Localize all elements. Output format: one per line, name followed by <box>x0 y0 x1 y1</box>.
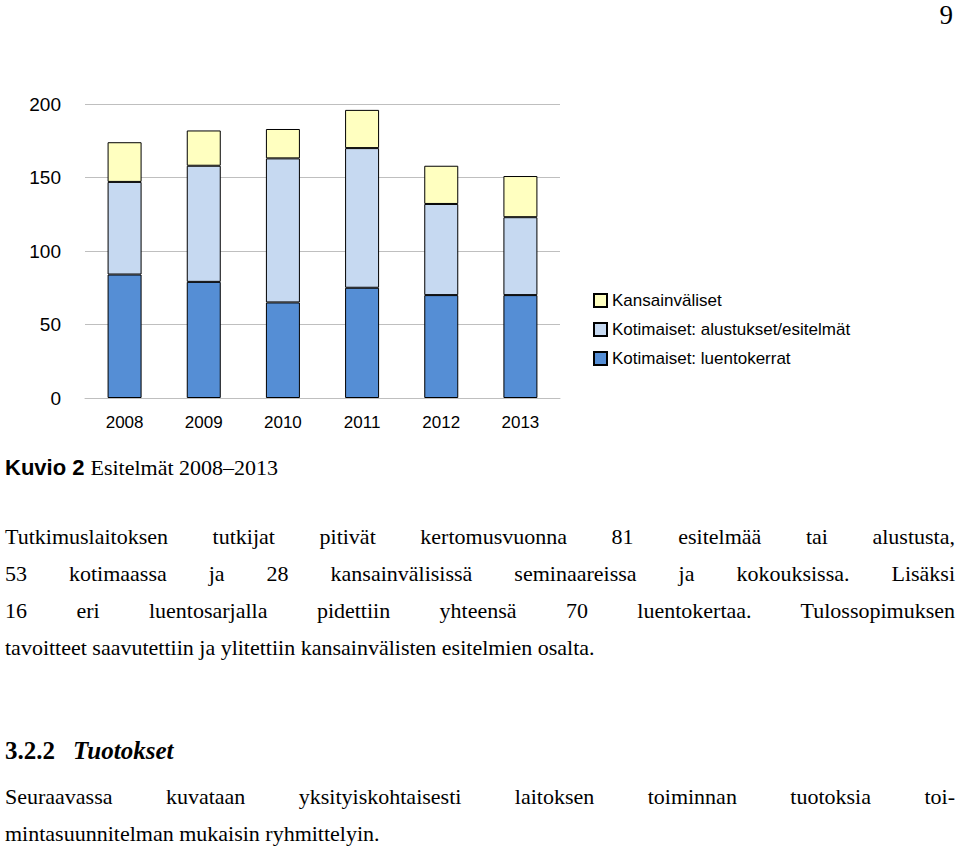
html-text:Kuvio 2 Esitelmät 2008–2013: Kuvio 2 Esitelmät 2008–2013 <box>5 455 279 480</box>
svg-text:100: 100 <box>29 241 61 262</box>
svg-text:Kansainväliset: Kansainväliset <box>612 291 722 310</box>
svg-text:2008: 2008 <box>106 413 144 432</box>
html-text:mintasuunnitelman mukaisin ryh: mintasuunnitelman mukaisin ryhmittelyin. <box>5 821 380 846</box>
html-text:Seuraavassa kuvataan yksityisk: Seuraavassa kuvataan yksityiskohtaisesti… <box>5 784 955 809</box>
svg-text:2012: 2012 <box>422 413 460 432</box>
html-text:Tuotokset: Tuotokset <box>73 737 174 764</box>
svg-text:150: 150 <box>29 167 61 188</box>
svg-text:0: 0 <box>50 388 61 409</box>
html-text:9: 9 <box>939 0 953 30</box>
html-text:tavoitteet saavutettiin ja yli: tavoitteet saavutettiin ja ylitettiin ka… <box>5 635 595 660</box>
html-text:16 eri luentosarjalla pidettii: 16 eri luentosarjalla pidettiin yhteensä… <box>5 598 955 623</box>
html-text:3.2.2: 3.2.2 <box>5 737 55 764</box>
html-text:53 kotimaassa ja 28 kansainväl: 53 kotimaassa ja 28 kansainvälisissä sem… <box>5 561 955 586</box>
svg-text:Kotimaiset: luentokerrat: Kotimaiset: luentokerrat <box>612 349 791 368</box>
svg-text:2010: 2010 <box>264 413 302 432</box>
svg-text:2013: 2013 <box>502 413 540 432</box>
svg-text:2009: 2009 <box>185 413 223 432</box>
svg-text:2011: 2011 <box>344 413 381 432</box>
svg-text:Kotimaiset: alustukset/esitelm: Kotimaiset: alustukset/esitelmät <box>612 320 850 339</box>
svg-text:200: 200 <box>29 94 61 115</box>
svg-text:50: 50 <box>40 314 61 335</box>
html-text:Tutkimuslaitoksen tutkijat pit: Tutkimuslaitoksen tutkijat pitivät kerto… <box>5 524 955 549</box>
